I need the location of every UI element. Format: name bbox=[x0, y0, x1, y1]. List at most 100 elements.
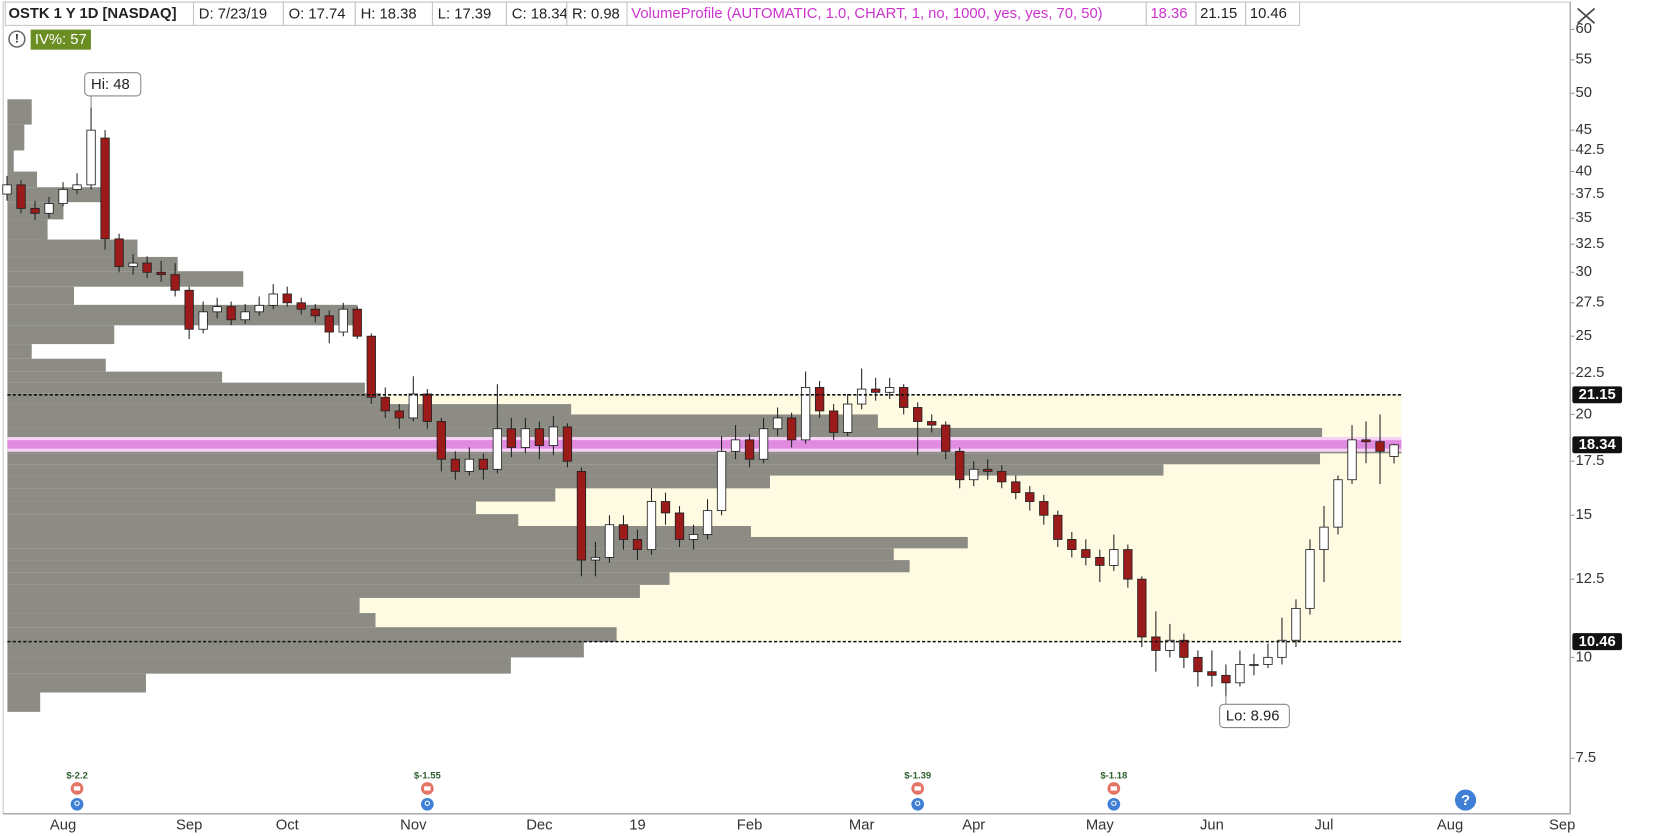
candle-body bbox=[450, 458, 460, 472]
candle-body bbox=[226, 306, 236, 321]
profile-bar bbox=[7, 256, 178, 272]
candle-body bbox=[800, 387, 811, 441]
dividend-icon[interactable] bbox=[1107, 797, 1121, 811]
candle-body bbox=[1137, 578, 1147, 638]
profile-bar bbox=[7, 464, 1164, 476]
candle-body bbox=[1193, 656, 1203, 673]
profile-bar bbox=[7, 344, 32, 359]
y-tick-label: 25 bbox=[1576, 328, 1592, 344]
field-label: H: bbox=[361, 6, 376, 22]
earnings-icon-glyph bbox=[914, 786, 921, 791]
profile-bar bbox=[7, 382, 365, 394]
vah-flag: 21.15 bbox=[1579, 387, 1616, 403]
profile-bar bbox=[7, 597, 360, 614]
header-field: O: 17.74 bbox=[289, 6, 346, 22]
candle-body bbox=[1333, 479, 1343, 528]
x-tick-label: Dec bbox=[526, 817, 553, 833]
candle-body bbox=[478, 458, 489, 470]
candle-body bbox=[534, 428, 545, 446]
dividend-icon[interactable] bbox=[911, 797, 925, 811]
alert-icon[interactable] bbox=[8, 30, 26, 48]
y-tick-label: 40 bbox=[1576, 163, 1592, 179]
header-field: H: 18.38 bbox=[361, 6, 417, 22]
candle-body bbox=[422, 393, 432, 422]
profile-bar bbox=[7, 475, 771, 489]
profile-bar bbox=[7, 150, 14, 172]
candle-body bbox=[1347, 439, 1357, 481]
candle-body bbox=[352, 308, 362, 337]
dividend-icon[interactable] bbox=[420, 797, 434, 811]
candle-body bbox=[969, 468, 979, 481]
profile-bar bbox=[7, 572, 670, 585]
val-flag: 10.46 bbox=[1579, 634, 1616, 650]
candle-body bbox=[1081, 549, 1091, 558]
candle-body bbox=[1235, 664, 1245, 684]
candle-body bbox=[548, 426, 559, 446]
candle-body bbox=[128, 262, 138, 267]
x-tick-label: Sep bbox=[1549, 817, 1575, 833]
profile-bar bbox=[7, 548, 894, 561]
profile-bar bbox=[7, 453, 1321, 465]
study-name: VolumeProfile (AUTOMATIC, 1.0, CHART, 1,… bbox=[631, 6, 1102, 22]
profile-bar bbox=[7, 536, 968, 549]
dividend-icon[interactable] bbox=[70, 797, 84, 811]
candle-body bbox=[772, 417, 783, 430]
dividend-icon-glyph bbox=[74, 800, 80, 806]
x-tick-label: Sep bbox=[176, 817, 202, 833]
iv-value: 57 bbox=[70, 32, 86, 48]
y-tick-label: 12.5 bbox=[1576, 571, 1605, 587]
dividend-icon-glyph bbox=[915, 800, 921, 806]
earnings-label: $-1.39 bbox=[904, 770, 931, 781]
earnings-icon-glyph bbox=[73, 786, 81, 791]
candle-body bbox=[44, 203, 54, 214]
candle-body bbox=[1305, 549, 1315, 609]
candle-body bbox=[590, 556, 601, 561]
profile-bar bbox=[7, 560, 910, 573]
candle-body bbox=[366, 335, 376, 398]
candle-body bbox=[58, 189, 68, 204]
profile-bar bbox=[7, 525, 751, 537]
layer-candles bbox=[2, 107, 1399, 696]
x-tick-label: Jul bbox=[1315, 817, 1334, 833]
profile-bar bbox=[7, 642, 584, 658]
y-tick-label: 22.5 bbox=[1576, 365, 1605, 381]
candle-body bbox=[1319, 526, 1329, 551]
candle-body bbox=[1123, 549, 1133, 580]
profile-bar bbox=[7, 124, 25, 151]
candle-body bbox=[296, 302, 306, 310]
candle-body bbox=[436, 421, 446, 460]
callout-value: 48 bbox=[113, 77, 129, 93]
candle-body bbox=[1067, 539, 1077, 551]
field-label: D: bbox=[199, 6, 214, 22]
candle-body bbox=[913, 407, 923, 422]
candle-body bbox=[941, 424, 951, 452]
y-tick-label: 17.5 bbox=[1576, 453, 1605, 469]
candle-body bbox=[1039, 501, 1049, 516]
settings-icon[interactable] bbox=[1577, 7, 1596, 24]
x-tick-label: Mar bbox=[849, 817, 875, 833]
callout-box bbox=[84, 72, 142, 97]
y-tick-label: 45 bbox=[1576, 122, 1592, 138]
y-tick-label: 50 bbox=[1576, 85, 1592, 101]
profile-bar bbox=[7, 692, 41, 712]
profile-bar bbox=[7, 371, 223, 383]
candle-body bbox=[856, 388, 867, 405]
candle-body bbox=[212, 306, 222, 313]
candle-body bbox=[618, 524, 629, 540]
candle-body bbox=[254, 304, 264, 313]
y-tick-label: 27.5 bbox=[1576, 295, 1605, 311]
candle-body bbox=[604, 524, 615, 558]
iv-text: IV%: 57 bbox=[35, 32, 87, 48]
candle-body bbox=[1179, 639, 1189, 658]
candle-body bbox=[282, 293, 292, 304]
profile-bar bbox=[7, 271, 244, 287]
candle-body bbox=[646, 501, 657, 551]
candle-body bbox=[744, 439, 755, 460]
profile-bar bbox=[7, 673, 146, 693]
candle-body bbox=[310, 308, 320, 317]
candle-body bbox=[716, 450, 727, 512]
y-tick-label: 55 bbox=[1576, 52, 1592, 68]
candle-body bbox=[688, 534, 699, 540]
x-tick-label: 19 bbox=[629, 817, 645, 833]
help-button[interactable] bbox=[1454, 789, 1477, 811]
